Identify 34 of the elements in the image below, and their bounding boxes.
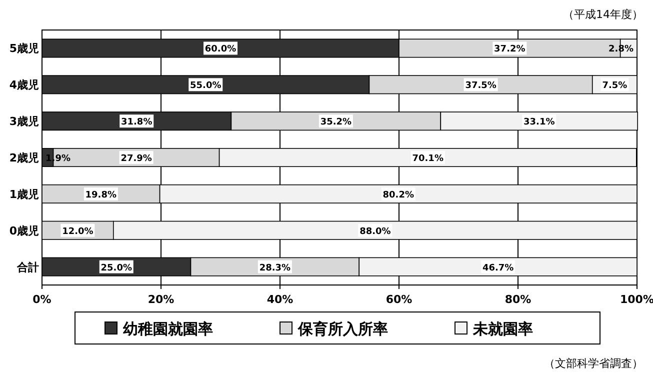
data-label: 55.0% [190, 81, 222, 92]
data-label: 33.1% [524, 118, 555, 128]
data-label: 80.2% [382, 190, 414, 200]
y-tick-label: 2歳児 [9, 152, 39, 164]
data-label: 7.5% [602, 81, 628, 92]
data-label: 28.3% [259, 263, 291, 274]
data-label: 35.2% [320, 118, 352, 128]
data-label: 88.0% [360, 226, 391, 237]
x-tick-label: 60% [386, 293, 412, 306]
data-label: 60.0% [204, 44, 236, 55]
data-label: 70.1% [412, 154, 444, 164]
y-tick-label: 4歳児 [9, 78, 39, 92]
x-tick-label: 80% [504, 293, 532, 306]
data-label: 37.5% [465, 81, 496, 92]
x-tick-label: 40% [266, 293, 294, 306]
legend-label: 幼稚園就園率 [123, 320, 213, 338]
y-tick-label: 合計 [16, 260, 39, 274]
text: （平成14年度） [563, 8, 643, 21]
x-tick-label: 20% [148, 293, 174, 306]
legend-label: 未就園率 [472, 320, 533, 338]
text: （文部科学省調査） [544, 357, 643, 370]
data-label: 12.0% [62, 226, 94, 237]
data-label: 46.7% [482, 263, 514, 274]
y-tick-label: 1歳児 [9, 188, 39, 201]
y-tick-label: 3歳児 [9, 115, 39, 128]
data-label: 31.8% [120, 118, 152, 128]
y-tick-label: 5歳児 [9, 42, 39, 56]
y-tick-label: 0歳児 [9, 224, 39, 238]
data-label: 19.8% [85, 190, 117, 200]
data-label: 37.2% [494, 44, 526, 55]
data-label: 25.0% [100, 263, 132, 274]
x-tick-label: 0% [32, 293, 52, 306]
legend-label: 保育所入所率 [297, 320, 388, 338]
data-label: 27.9% [120, 154, 152, 164]
